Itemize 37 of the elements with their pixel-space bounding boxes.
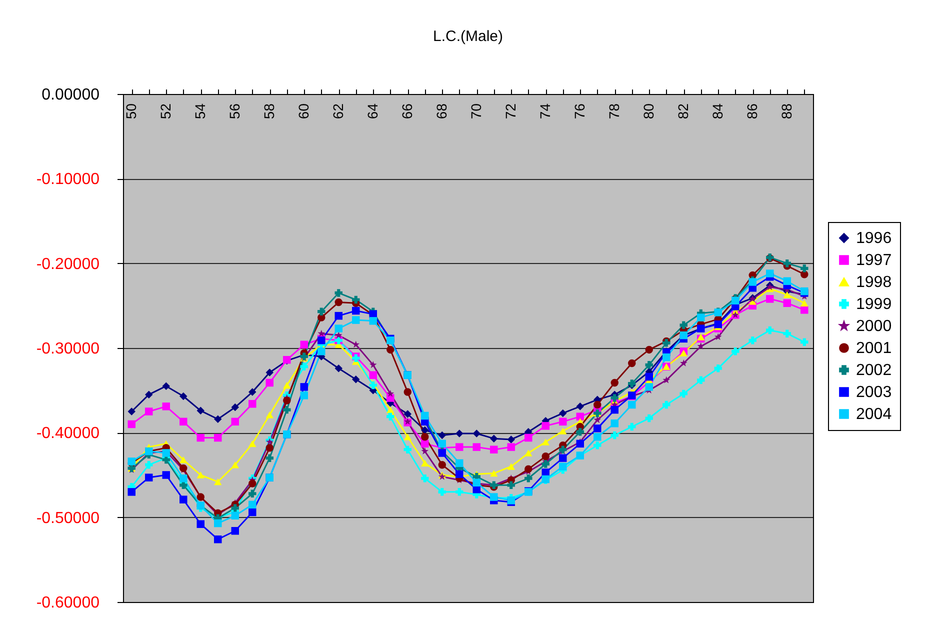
x-tick-label: 64 (364, 103, 381, 120)
x-tick-label: 82 (675, 103, 692, 120)
x-tick-label: 60 (296, 103, 312, 120)
y-tick-label: -0.40000 (36, 425, 100, 442)
x-tick-label: 56 (226, 103, 243, 120)
x-tick-label: 88 (778, 103, 795, 120)
x-tick-label: 52 (158, 103, 174, 120)
y-tick-label: 0.00000 (42, 86, 100, 104)
legend-label: 2004 (856, 406, 892, 423)
y-tick-label: -0.20000 (36, 256, 100, 273)
x-tick-label: 72 (502, 103, 519, 120)
y-tick-label: -0.50000 (36, 510, 100, 527)
x-tick-label: 86 (744, 103, 760, 120)
legend-label: 1996 (856, 230, 892, 247)
x-tick-label: 74 (537, 103, 554, 120)
x-tick-label: 50 (123, 103, 140, 120)
y-tick-label: -0.10000 (36, 171, 100, 188)
legend-label: 2002 (856, 362, 892, 379)
legend-label: 2001 (856, 340, 892, 357)
chart-title: L.C.(Male) (432, 28, 504, 45)
x-tick-label: 76 (572, 103, 588, 120)
x-tick-label: 78 (606, 103, 622, 120)
x-tick-label: 54 (192, 103, 208, 120)
y-tick-label: -0.30000 (36, 340, 100, 358)
y-tick-label: -0.60000 (36, 594, 100, 612)
legend-label: 1999 (856, 296, 892, 313)
x-tick-label: 70 (468, 103, 484, 120)
legend-label: 2000 (856, 318, 892, 335)
legend-label: 1997 (856, 252, 892, 269)
x-tick-label: 84 (710, 103, 726, 120)
legend-label: 1998 (856, 274, 892, 291)
x-tick-label: 68 (434, 103, 450, 120)
x-tick-label: 80 (640, 103, 657, 120)
legend-label: 2003 (856, 384, 892, 401)
x-tick-label: 58 (261, 103, 278, 120)
x-tick-label: 62 (330, 103, 346, 120)
x-tick-label: 66 (399, 103, 416, 120)
